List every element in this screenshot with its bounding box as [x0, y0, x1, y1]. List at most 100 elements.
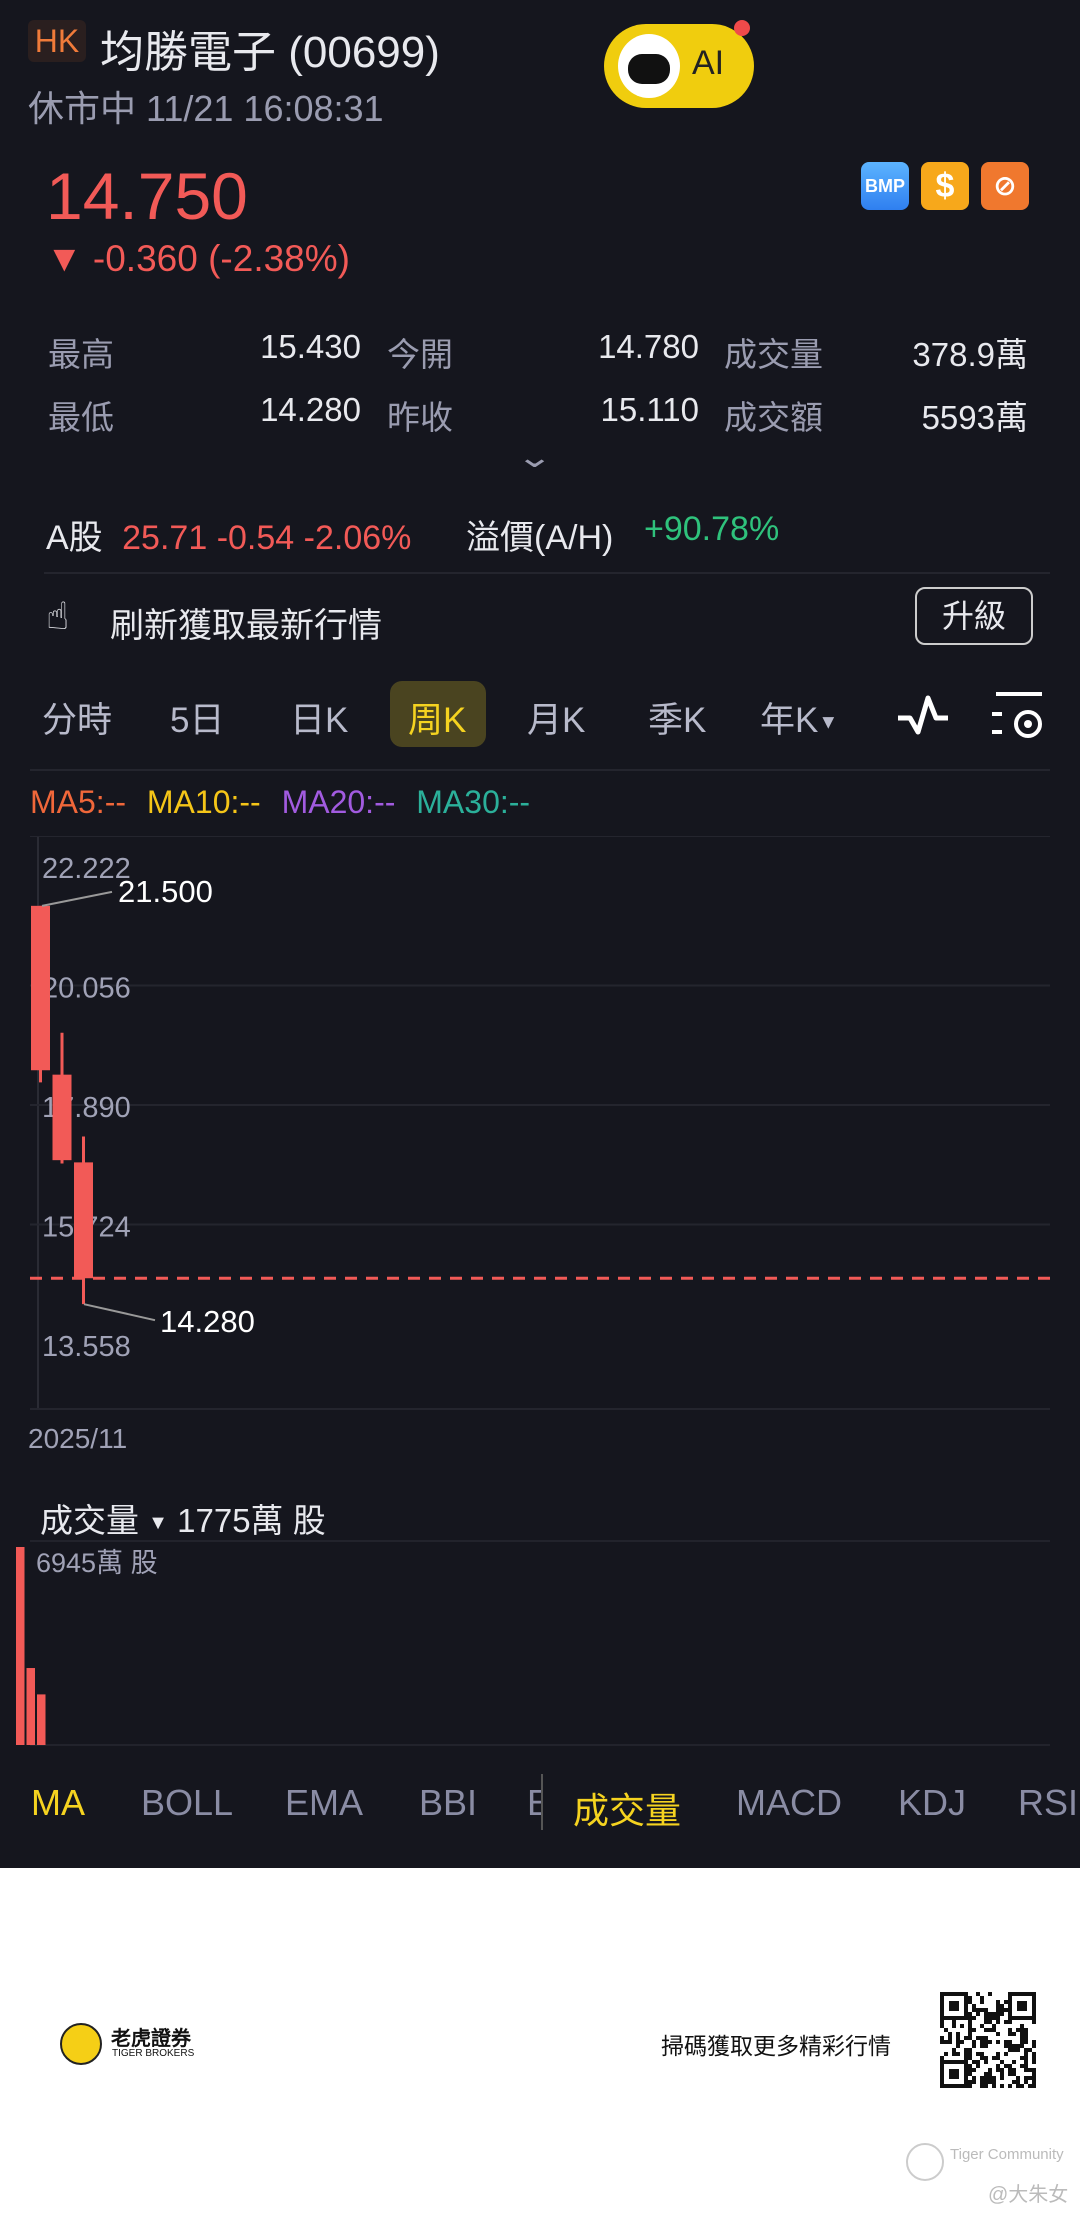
qr-module	[984, 2056, 988, 2060]
qr-module	[988, 2068, 992, 2072]
qr-module	[1008, 2040, 1012, 2044]
tab-yearly[interactable]: 年K▼	[760, 692, 838, 743]
qr-module	[1032, 2040, 1036, 2044]
qr-module	[968, 2068, 972, 2072]
indicator-boll[interactable]: BOLL	[141, 1782, 234, 1823]
tab-monthly[interactable]: 月K	[527, 701, 586, 740]
qr-module	[1032, 2068, 1036, 2072]
tab-intraday[interactable]: 分時	[42, 701, 113, 740]
qr-module	[988, 1992, 992, 1996]
qr-module	[1020, 2036, 1024, 2040]
qr-module	[968, 2072, 972, 2076]
indicator-ma[interactable]: MA	[31, 1782, 85, 1823]
qr-module	[1008, 2084, 1012, 2088]
qr-module	[960, 2040, 964, 2044]
tiger-brokers-logo	[60, 2023, 102, 2065]
tab-quarterly[interactable]: 季K	[648, 701, 707, 740]
bmp-badge[interactable]: BMP	[861, 162, 909, 210]
qr-module	[1016, 2076, 1020, 2080]
qr-module	[944, 2028, 948, 2032]
chart-settings-icon[interactable]	[992, 690, 1046, 744]
tab-5day[interactable]: 5日	[170, 701, 225, 740]
notification-dot	[734, 20, 750, 36]
expand-chevron-icon[interactable]: ⌄	[515, 441, 554, 474]
ai-button[interactable]: AI	[604, 20, 754, 108]
market-status: 休市中 11/21 16:08:31	[28, 88, 384, 129]
indicator-kdj[interactable]: KDJ	[898, 1782, 967, 1823]
qr-module	[1008, 2064, 1012, 2068]
qr-module	[1028, 2048, 1032, 2052]
qr-module	[992, 2076, 996, 2080]
qr-module	[1004, 2064, 1008, 2068]
indicator-volume[interactable]: 成交量	[573, 1790, 682, 1831]
qr-module	[996, 2032, 1000, 2036]
qr-module	[1000, 2004, 1004, 2008]
qr-module	[972, 2016, 976, 2020]
qr-finder-center	[949, 2069, 959, 2079]
dollar-badge[interactable]: $	[921, 162, 969, 210]
qr-module	[1032, 2020, 1036, 2024]
active-tab-bg	[390, 681, 486, 747]
qr-module	[1000, 2068, 1004, 2072]
qr-module	[1016, 2044, 1020, 2048]
qr-finder-center	[1017, 2001, 1027, 2011]
qr-module	[1012, 2048, 1016, 2052]
qr-module	[988, 2012, 992, 2016]
indicator-bbi[interactable]: BBI	[419, 1782, 478, 1823]
qr-module	[1032, 2084, 1036, 2088]
indicator-ema[interactable]: EMA	[285, 1782, 364, 1823]
stat-value: 378.9萬	[912, 336, 1028, 373]
qr-module	[1020, 2056, 1024, 2060]
qr-module	[1032, 2056, 1036, 2060]
qr-module	[980, 2036, 984, 2040]
tab-daily[interactable]: 日K	[290, 701, 349, 740]
qr-module	[968, 2056, 972, 2060]
qr-module	[1024, 2064, 1028, 2068]
volume-header[interactable]: 成交量 ▼ 1775萬 股	[40, 1494, 326, 1542]
qr-module	[976, 2012, 980, 2016]
indicator-truncated[interactable]: E	[527, 1782, 541, 1823]
volume-max-label: 6945萬 股	[36, 1548, 158, 1578]
qr-module	[996, 2008, 1000, 2012]
qr-module	[956, 2040, 960, 2044]
indicator-rsi[interactable]: RSI	[1018, 1782, 1079, 1823]
qr-module	[1032, 2072, 1036, 2076]
qr-module	[972, 2008, 976, 2012]
qr-module	[1008, 2072, 1012, 2076]
exchange-icon[interactable]: ⊘	[981, 162, 1029, 210]
qr-module	[972, 2076, 976, 2080]
indicator-macd[interactable]: MACD	[736, 1782, 842, 1823]
qr-module	[964, 2056, 968, 2060]
qr-module	[1032, 2044, 1036, 2048]
qr-module	[956, 2032, 960, 2036]
qr-module	[1024, 2032, 1028, 2036]
qr-module	[984, 2008, 988, 2012]
qr-module	[1004, 2044, 1008, 2048]
qr-module	[972, 2004, 976, 2008]
qr-module	[968, 2024, 972, 2028]
volume-label: 成交量	[40, 1502, 139, 1539]
qr-module	[976, 2008, 980, 2012]
indicator-wave-icon[interactable]	[896, 692, 950, 740]
ashare-pct: -2.06%	[303, 519, 412, 557]
dropdown-caret-icon: ▼	[148, 1511, 168, 1534]
qr-module	[992, 2012, 996, 2016]
qr-finder	[940, 2060, 968, 2088]
qr-module	[956, 2036, 960, 2040]
qr-module	[980, 2008, 984, 2012]
qr-module	[952, 2024, 956, 2028]
qr-module	[1000, 2012, 1004, 2016]
upgrade-button[interactable]: 升級	[915, 587, 1033, 645]
tab-weekly[interactable]: 周K	[408, 701, 467, 740]
qr-module	[964, 2048, 968, 2052]
qr-module	[1004, 2020, 1008, 2024]
ashare-label: A股	[46, 519, 103, 557]
candlestick-chart[interactable]: 22.22220.05617.89015.72413.55821.50014.2…	[0, 836, 1080, 1476]
qr-module	[984, 2060, 988, 2064]
qr-module	[1016, 2084, 1020, 2088]
qr-module	[1028, 2084, 1032, 2088]
qr-module	[1004, 2000, 1008, 2004]
qr-code	[940, 1992, 1036, 2088]
stat-value: 14.780	[598, 328, 699, 365]
qr-module	[1028, 2068, 1032, 2072]
